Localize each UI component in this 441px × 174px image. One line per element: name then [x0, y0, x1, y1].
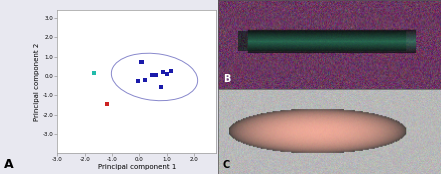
X-axis label: Principal component 1: Principal component 1 — [97, 164, 176, 170]
Text: B: B — [223, 74, 230, 84]
Point — [137, 60, 144, 63]
Point — [135, 79, 142, 82]
Point — [91, 72, 98, 74]
Point — [163, 73, 170, 76]
Point — [142, 78, 149, 81]
Point — [138, 61, 146, 64]
Point — [168, 70, 175, 73]
Point — [152, 74, 159, 76]
Y-axis label: Principal component 2: Principal component 2 — [34, 43, 40, 121]
Text: A: A — [4, 157, 14, 171]
Point — [159, 71, 166, 74]
Point — [148, 74, 155, 76]
Point — [103, 102, 110, 105]
Point — [158, 85, 165, 88]
Text: C: C — [223, 160, 230, 170]
